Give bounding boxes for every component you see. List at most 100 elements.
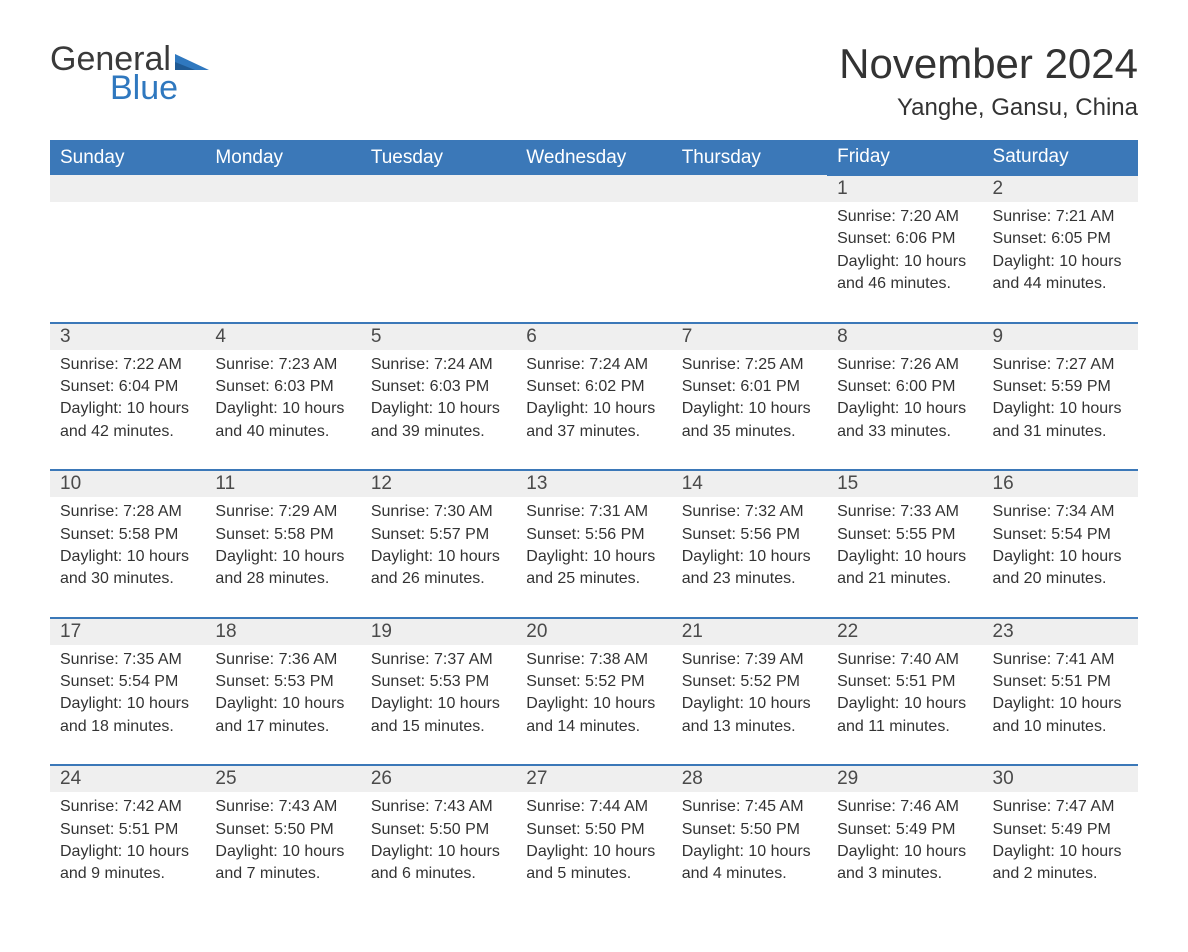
empty-cell [672,202,827,232]
empty-cell [50,202,205,232]
sunset-line: Sunset: 5:49 PM [993,819,1128,841]
day-content-row: Sunrise: 7:28 AMSunset: 5:58 PMDaylight:… [50,497,1138,618]
sunrise-label: Sunrise: [837,798,896,815]
day-number-cell: 16 [983,470,1138,497]
daylight-label: Daylight: [526,843,588,860]
sunrise-label: Sunrise: [837,503,896,520]
daylight-line: Daylight: 10 hours and 25 minutes. [526,546,661,591]
daylight-line: Daylight: 10 hours and 40 minutes. [215,398,350,443]
daylight-label: Daylight: [682,843,744,860]
daylight-line: Daylight: 10 hours and 2 minutes. [993,841,1128,886]
day-cell: Sunrise: 7:40 AMSunset: 5:51 PMDaylight:… [827,645,982,766]
day-number: 27 [516,766,671,792]
sunset-value: 5:58 PM [119,526,179,543]
day-number: 30 [983,766,1138,792]
day-number: 29 [827,766,982,792]
day-details: Sunrise: 7:33 AMSunset: 5:55 PMDaylight:… [827,497,982,617]
day-details: Sunrise: 7:44 AM Sunset: 5:50 PM Daylight:… [516,792,671,912]
sunrise-value: 7:37 AM [434,651,493,668]
sunset-label: Sunset: [526,526,580,543]
day-details: Sunrise: 7:35 AMSunset: 5:54 PMDaylight:… [50,645,205,765]
sunrise-value: 7:30 AM [434,503,493,520]
day-cell: Sunrise: 7:25 AMSunset: 6:01 PMDaylight:… [672,350,827,471]
day-number-cell: 19 [361,618,516,645]
empty-cell [205,202,360,232]
day-number: 26 [361,766,516,792]
sunrise-line: Sunrise: 7:34 AM [993,501,1128,523]
day-details: Sunrise: 7:28 AMSunset: 5:58 PMDaylight:… [50,497,205,617]
sunset-value: 5:51 PM [1051,673,1111,690]
day-number: 10 [50,471,205,497]
day-number: 9 [983,324,1138,350]
day-cell: Sunrise: 7:45 AMSunset: 5:50 PMDaylight:… [672,792,827,912]
day-details: Sunrise: 7:39 AMSunset: 5:52 PMDaylight:… [672,645,827,765]
daylight-label: Daylight: [993,843,1055,860]
day-number: 18 [205,619,360,645]
day-cell: Sunrise: 7:44 AM Sunset: 5:50 PM Daylight:… [516,792,671,912]
day-number-cell: 27 [516,765,671,792]
daylight-label: Daylight: [993,695,1055,712]
daylight-line: Daylight: 10 hours and 17 minutes. [215,693,350,738]
sunrise-line: Sunrise: 7:47 AM [993,796,1128,818]
sunrise-label: Sunrise: [215,798,274,815]
daylight-label: Daylight: [60,843,122,860]
sunset-line: Sunset: 6:01 PM [682,376,817,398]
sunset-value: 6:03 PM [430,378,490,395]
sunset-line: Sunset: 5:49 PM [837,819,972,841]
calendar-body: 12Sunrise: 7:20 AMSunset: 6:06 PMDayligh… [50,175,1138,912]
sunrise-line: Sunrise: 7:36 AM [215,649,350,671]
sunrise-value: 7:34 AM [1056,503,1115,520]
daylight-label: Daylight: [993,400,1055,417]
sunrise-line: Sunrise: 7:20 AM [837,206,972,228]
daylight-line: Daylight: 10 hours and 39 minutes. [371,398,506,443]
day-details: Sunrise: 7:24 AMSunset: 6:03 PMDaylight:… [361,350,516,470]
sunrise-label: Sunrise: [60,651,119,668]
day-cell: Sunrise: 7:26 AMSunset: 6:00 PMDaylight:… [827,350,982,471]
sunrise-line: Sunrise: 7:46 AM [837,796,972,818]
day-number-cell: 7 [672,323,827,350]
sunset-value: 5:50 PM [585,821,645,838]
day-details: Sunrise: 7:27 AMSunset: 5:59 PMDaylight:… [983,350,1138,470]
page-title: November 2024 [839,40,1138,88]
sunrise-label: Sunrise: [837,356,896,373]
sunrise-value: 7:43 AM [434,798,493,815]
sunset-value: 6:06 PM [896,230,956,247]
sunset-value: 6:02 PM [585,378,645,395]
day-cell [205,202,360,323]
daylight-label: Daylight: [837,695,899,712]
day-number: 21 [672,619,827,645]
sunrise-line: Sunrise: 7:30 AM [371,501,506,523]
sunrise-value: 7:22 AM [123,356,182,373]
sunrise-label: Sunrise: [682,503,741,520]
sunrise-value: 7:45 AM [745,798,804,815]
sunrise-label: Sunrise: [993,798,1052,815]
sunset-value: 5:53 PM [430,673,490,690]
day-number-cell: 8 [827,323,982,350]
day-details: Sunrise: 7:20 AMSunset: 6:06 PMDaylight:… [827,202,982,322]
sunrise-value: 7:23 AM [279,356,338,373]
day-details: Sunrise: 7:22 AMSunset: 6:04 PMDaylight:… [50,350,205,470]
sunset-line: Sunset: 6:02 PM [526,376,661,398]
sunrise-line: Sunrise: 7:44 AM [526,796,661,818]
sunset-label: Sunset: [837,673,891,690]
sunset-value: 5:59 PM [1051,378,1111,395]
sunset-line: Sunset: 5:50 PM [215,819,350,841]
sunrise-value: 7:25 AM [745,356,804,373]
day-number: 6 [516,324,671,350]
sunset-value: 5:49 PM [896,821,956,838]
daylight-line: Daylight: 10 hours and 31 minutes. [993,398,1128,443]
day-number-row: 3456789 [50,323,1138,350]
day-number-cell: 17 [50,618,205,645]
daylight-line: Daylight: 10 hours and 30 minutes. [60,546,195,591]
sunset-label: Sunset: [682,378,736,395]
sunset-value: 5:54 PM [119,673,179,690]
empty-cell [516,202,671,232]
day-number-cell: 23 [983,618,1138,645]
sunset-value: 5:56 PM [585,526,645,543]
day-cell: Sunrise: 7:39 AMSunset: 5:52 PMDaylight:… [672,645,827,766]
day-details: Sunrise: 7:43 AMSunset: 5:50 PMDaylight:… [205,792,360,912]
sunset-label: Sunset: [837,378,891,395]
sunrise-line: Sunrise: 7:32 AM [682,501,817,523]
day-content-row: Sunrise: 7:20 AMSunset: 6:06 PMDaylight:… [50,202,1138,323]
sunset-label: Sunset: [526,821,580,838]
